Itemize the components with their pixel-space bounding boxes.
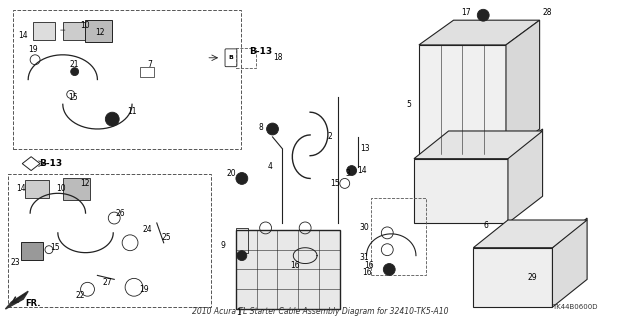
Bar	[236, 48, 256, 68]
Polygon shape	[508, 129, 543, 223]
Text: TK44B0600D: TK44B0600D	[552, 304, 598, 310]
Text: 16: 16	[363, 268, 372, 277]
Text: 26: 26	[115, 209, 125, 218]
Text: 16: 16	[365, 261, 374, 270]
Polygon shape	[22, 157, 40, 171]
Circle shape	[267, 123, 278, 135]
Text: B: B	[228, 55, 234, 60]
Text: 25: 25	[162, 233, 172, 242]
Text: 22: 22	[76, 291, 85, 300]
Circle shape	[477, 9, 489, 21]
Text: 19: 19	[28, 45, 38, 54]
Bar	[33, 22, 55, 40]
Bar	[414, 159, 508, 223]
Text: 15: 15	[68, 93, 77, 102]
Bar	[25, 181, 49, 198]
Text: 10: 10	[56, 184, 66, 193]
Text: 11: 11	[127, 107, 137, 116]
Text: 20: 20	[226, 169, 236, 178]
Bar	[8, 174, 211, 307]
Circle shape	[236, 173, 248, 184]
Text: 23: 23	[10, 258, 20, 267]
Text: 19: 19	[139, 285, 148, 294]
Text: 6: 6	[484, 221, 488, 230]
Polygon shape	[5, 291, 28, 309]
Text: 12: 12	[80, 179, 90, 188]
Text: 15: 15	[50, 243, 60, 252]
Text: 14: 14	[19, 31, 28, 40]
Text: 16: 16	[291, 261, 300, 270]
Text: 13: 13	[360, 144, 369, 153]
Bar	[371, 198, 426, 275]
Text: 21: 21	[70, 60, 79, 69]
Bar	[140, 67, 154, 77]
Bar	[21, 242, 43, 260]
Text: 9: 9	[221, 241, 225, 250]
FancyBboxPatch shape	[225, 49, 237, 67]
Text: 14: 14	[17, 184, 26, 193]
Bar	[84, 20, 112, 42]
Text: 10: 10	[80, 21, 90, 30]
Polygon shape	[474, 220, 587, 248]
Text: 18: 18	[274, 53, 284, 62]
Text: 4: 4	[268, 162, 273, 171]
Polygon shape	[414, 131, 543, 159]
Polygon shape	[552, 218, 587, 307]
Circle shape	[70, 68, 79, 76]
Polygon shape	[506, 20, 540, 154]
Circle shape	[106, 112, 119, 126]
Text: 2010 Acura TL Starter Cable Assembly Diagram for 32410-TK5-A10: 2010 Acura TL Starter Cable Assembly Dia…	[192, 307, 448, 316]
Polygon shape	[419, 20, 540, 45]
Text: 7: 7	[147, 60, 152, 69]
Bar	[63, 178, 90, 200]
Bar	[236, 228, 248, 253]
Text: 15: 15	[330, 179, 340, 188]
Text: 24: 24	[142, 226, 152, 234]
Text: B-13: B-13	[249, 47, 272, 56]
Text: 8: 8	[259, 122, 263, 131]
Text: 27: 27	[102, 278, 112, 287]
Text: B-13: B-13	[40, 159, 63, 168]
Circle shape	[347, 166, 356, 175]
Text: FR.: FR.	[26, 299, 41, 308]
Circle shape	[237, 251, 247, 261]
Circle shape	[383, 263, 395, 275]
Text: 14: 14	[356, 166, 366, 175]
Bar	[13, 10, 241, 149]
Text: 2: 2	[328, 132, 332, 141]
Text: 5: 5	[406, 100, 412, 109]
Text: 17: 17	[461, 8, 471, 17]
Bar	[419, 45, 506, 154]
Bar	[236, 230, 340, 309]
Text: 1: 1	[237, 308, 241, 316]
Bar	[474, 248, 552, 307]
Text: 28: 28	[543, 8, 552, 17]
Text: 12: 12	[95, 27, 105, 37]
Bar	[63, 22, 84, 40]
Text: 31: 31	[360, 253, 369, 262]
Text: 30: 30	[360, 223, 369, 233]
Text: 29: 29	[528, 273, 538, 282]
Text: 3: 3	[345, 169, 350, 178]
